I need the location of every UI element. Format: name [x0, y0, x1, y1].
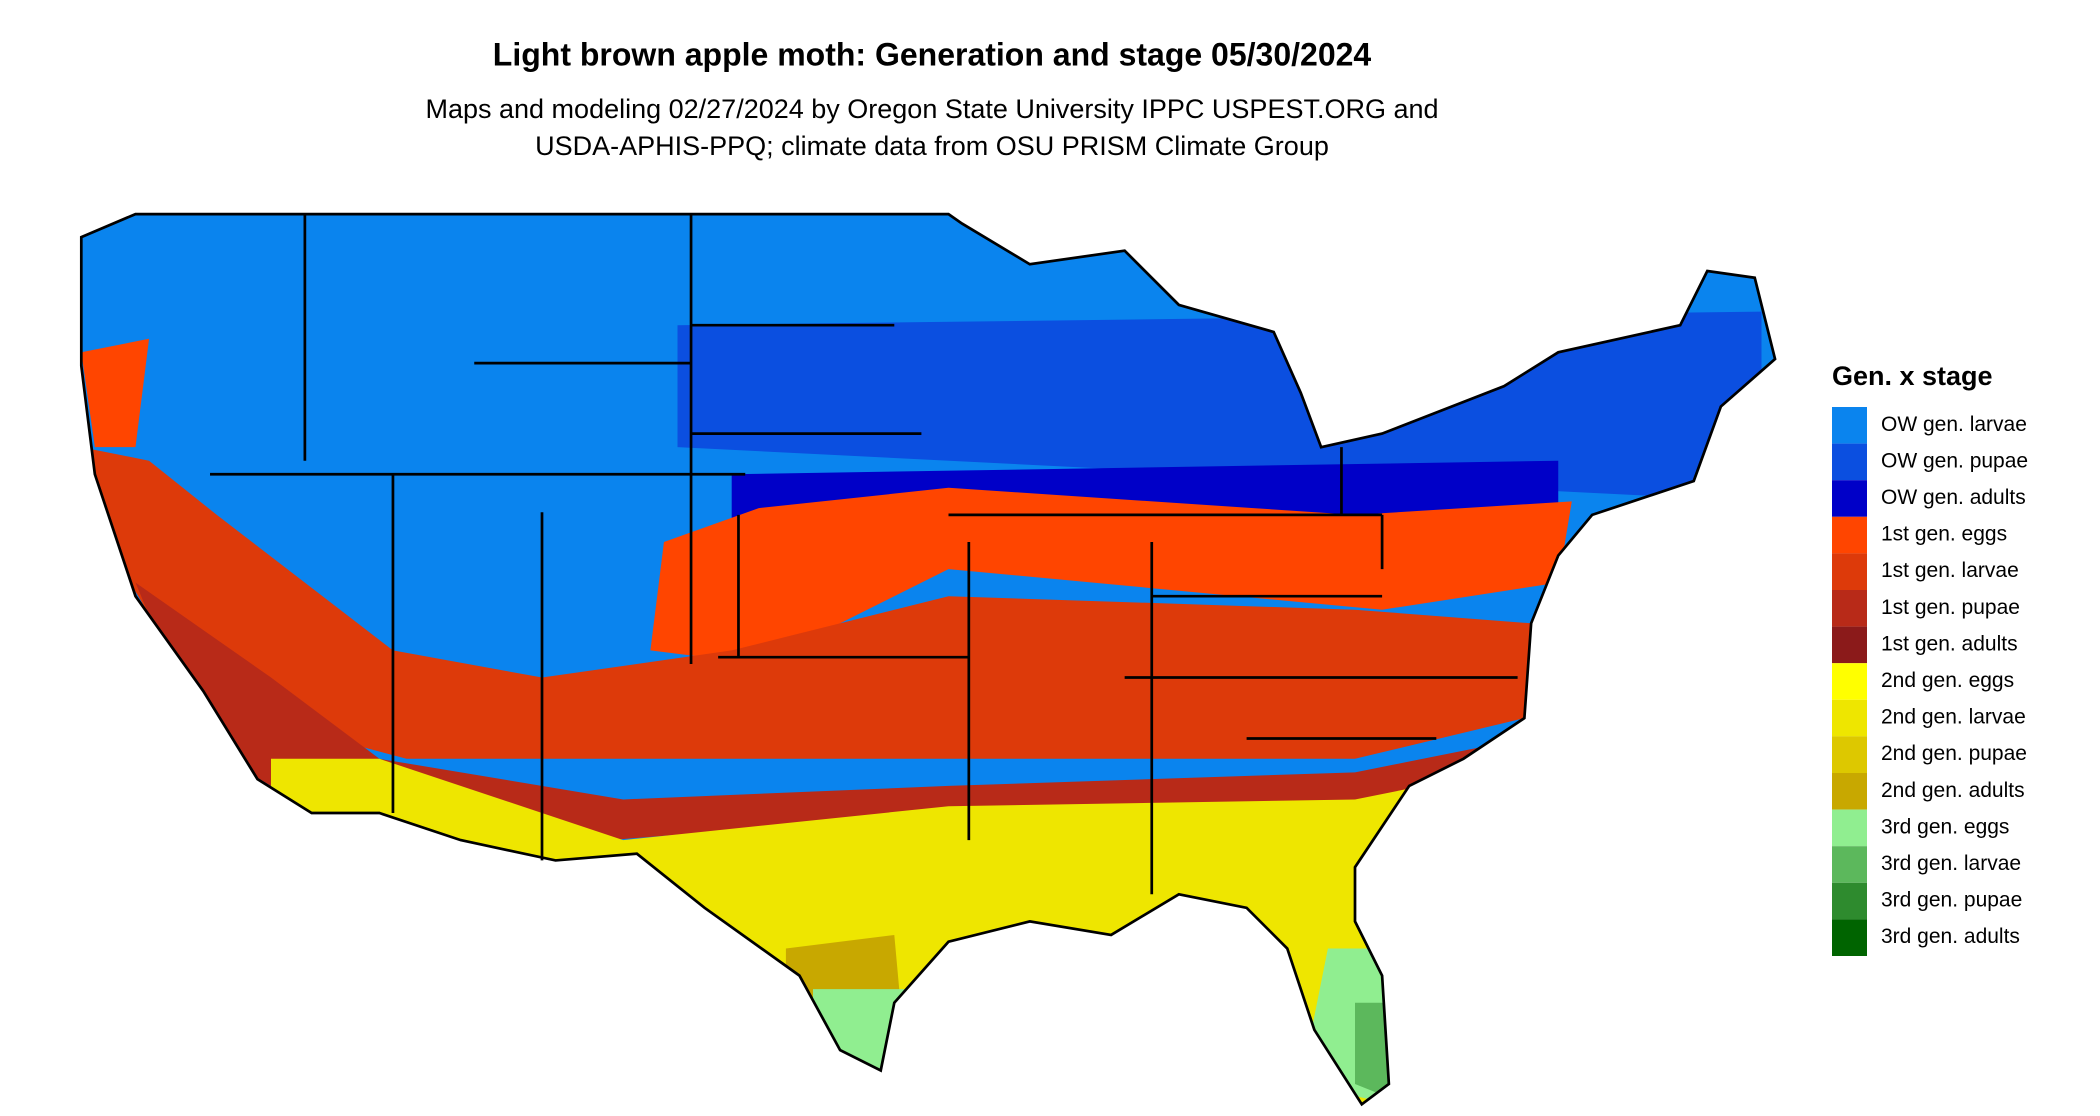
- legend-label: 2nd gen. pupae: [1881, 742, 2027, 765]
- legend-swatch: [1832, 663, 1867, 700]
- legend-swatch: [1832, 809, 1867, 847]
- legend-label: 3rd gen. adults: [1881, 925, 2020, 948]
- legend-swatch: [1832, 480, 1867, 517]
- subtitle: Maps and modeling 02/27/2024 by Oregon S…: [425, 94, 1438, 124]
- legend-swatch: [1832, 882, 1867, 920]
- legend-label: OW gen. larvae: [1881, 413, 2027, 436]
- legend-label: 3rd gen. pupae: [1881, 889, 2022, 912]
- legend-swatch: [1832, 516, 1867, 554]
- legend-swatch: [1832, 736, 1867, 773]
- legend-label: 1st gen. larvae: [1881, 559, 2019, 582]
- legend-label: 2nd gen. eggs: [1881, 669, 2014, 692]
- zone: [81, 447, 1532, 759]
- legend-label: OW gen. pupae: [1881, 449, 2028, 472]
- legend-label: 2nd gen. adults: [1881, 779, 2025, 802]
- legend-swatch: [1832, 626, 1867, 664]
- legend-swatch: [1832, 773, 1867, 810]
- map-fill: [81, 214, 1776, 1105]
- legend: OW gen. larvae OW gen. pupae OW gen. adult…: [1832, 407, 2028, 956]
- legend-label: 3rd gen. eggs: [1881, 815, 2009, 838]
- legend-swatch: [1832, 846, 1867, 883]
- map: [79, 212, 1777, 1107]
- legend-swatch: [1832, 443, 1867, 481]
- legend-label: 1st gen. eggs: [1881, 523, 2007, 546]
- legend-swatch: [1832, 590, 1867, 627]
- legend-label: 1st gen. adults: [1881, 632, 2018, 655]
- zone: [135, 582, 1505, 841]
- legend-swatch: [1832, 407, 1867, 444]
- legend-title: Gen. x stage: [1832, 361, 1993, 391]
- legend-label: OW gen. adults: [1881, 486, 2026, 509]
- legend-label: 3rd gen. larvae: [1881, 852, 2021, 875]
- subtitle: USDA-APHIS-PPQ; climate data from OSU PR…: [535, 131, 1329, 161]
- zone: [81, 338, 150, 448]
- legend-label: 2nd gen. larvae: [1881, 706, 2026, 729]
- legend-swatch: [1832, 699, 1867, 737]
- legend-label: 1st gen. pupae: [1881, 596, 2020, 619]
- borders: [79, 212, 1777, 1107]
- title: Light brown apple moth: Generation and s…: [493, 36, 1372, 72]
- legend-swatch: [1832, 919, 1867, 956]
- zone: [650, 487, 1572, 664]
- legend-swatch: [1832, 553, 1867, 590]
